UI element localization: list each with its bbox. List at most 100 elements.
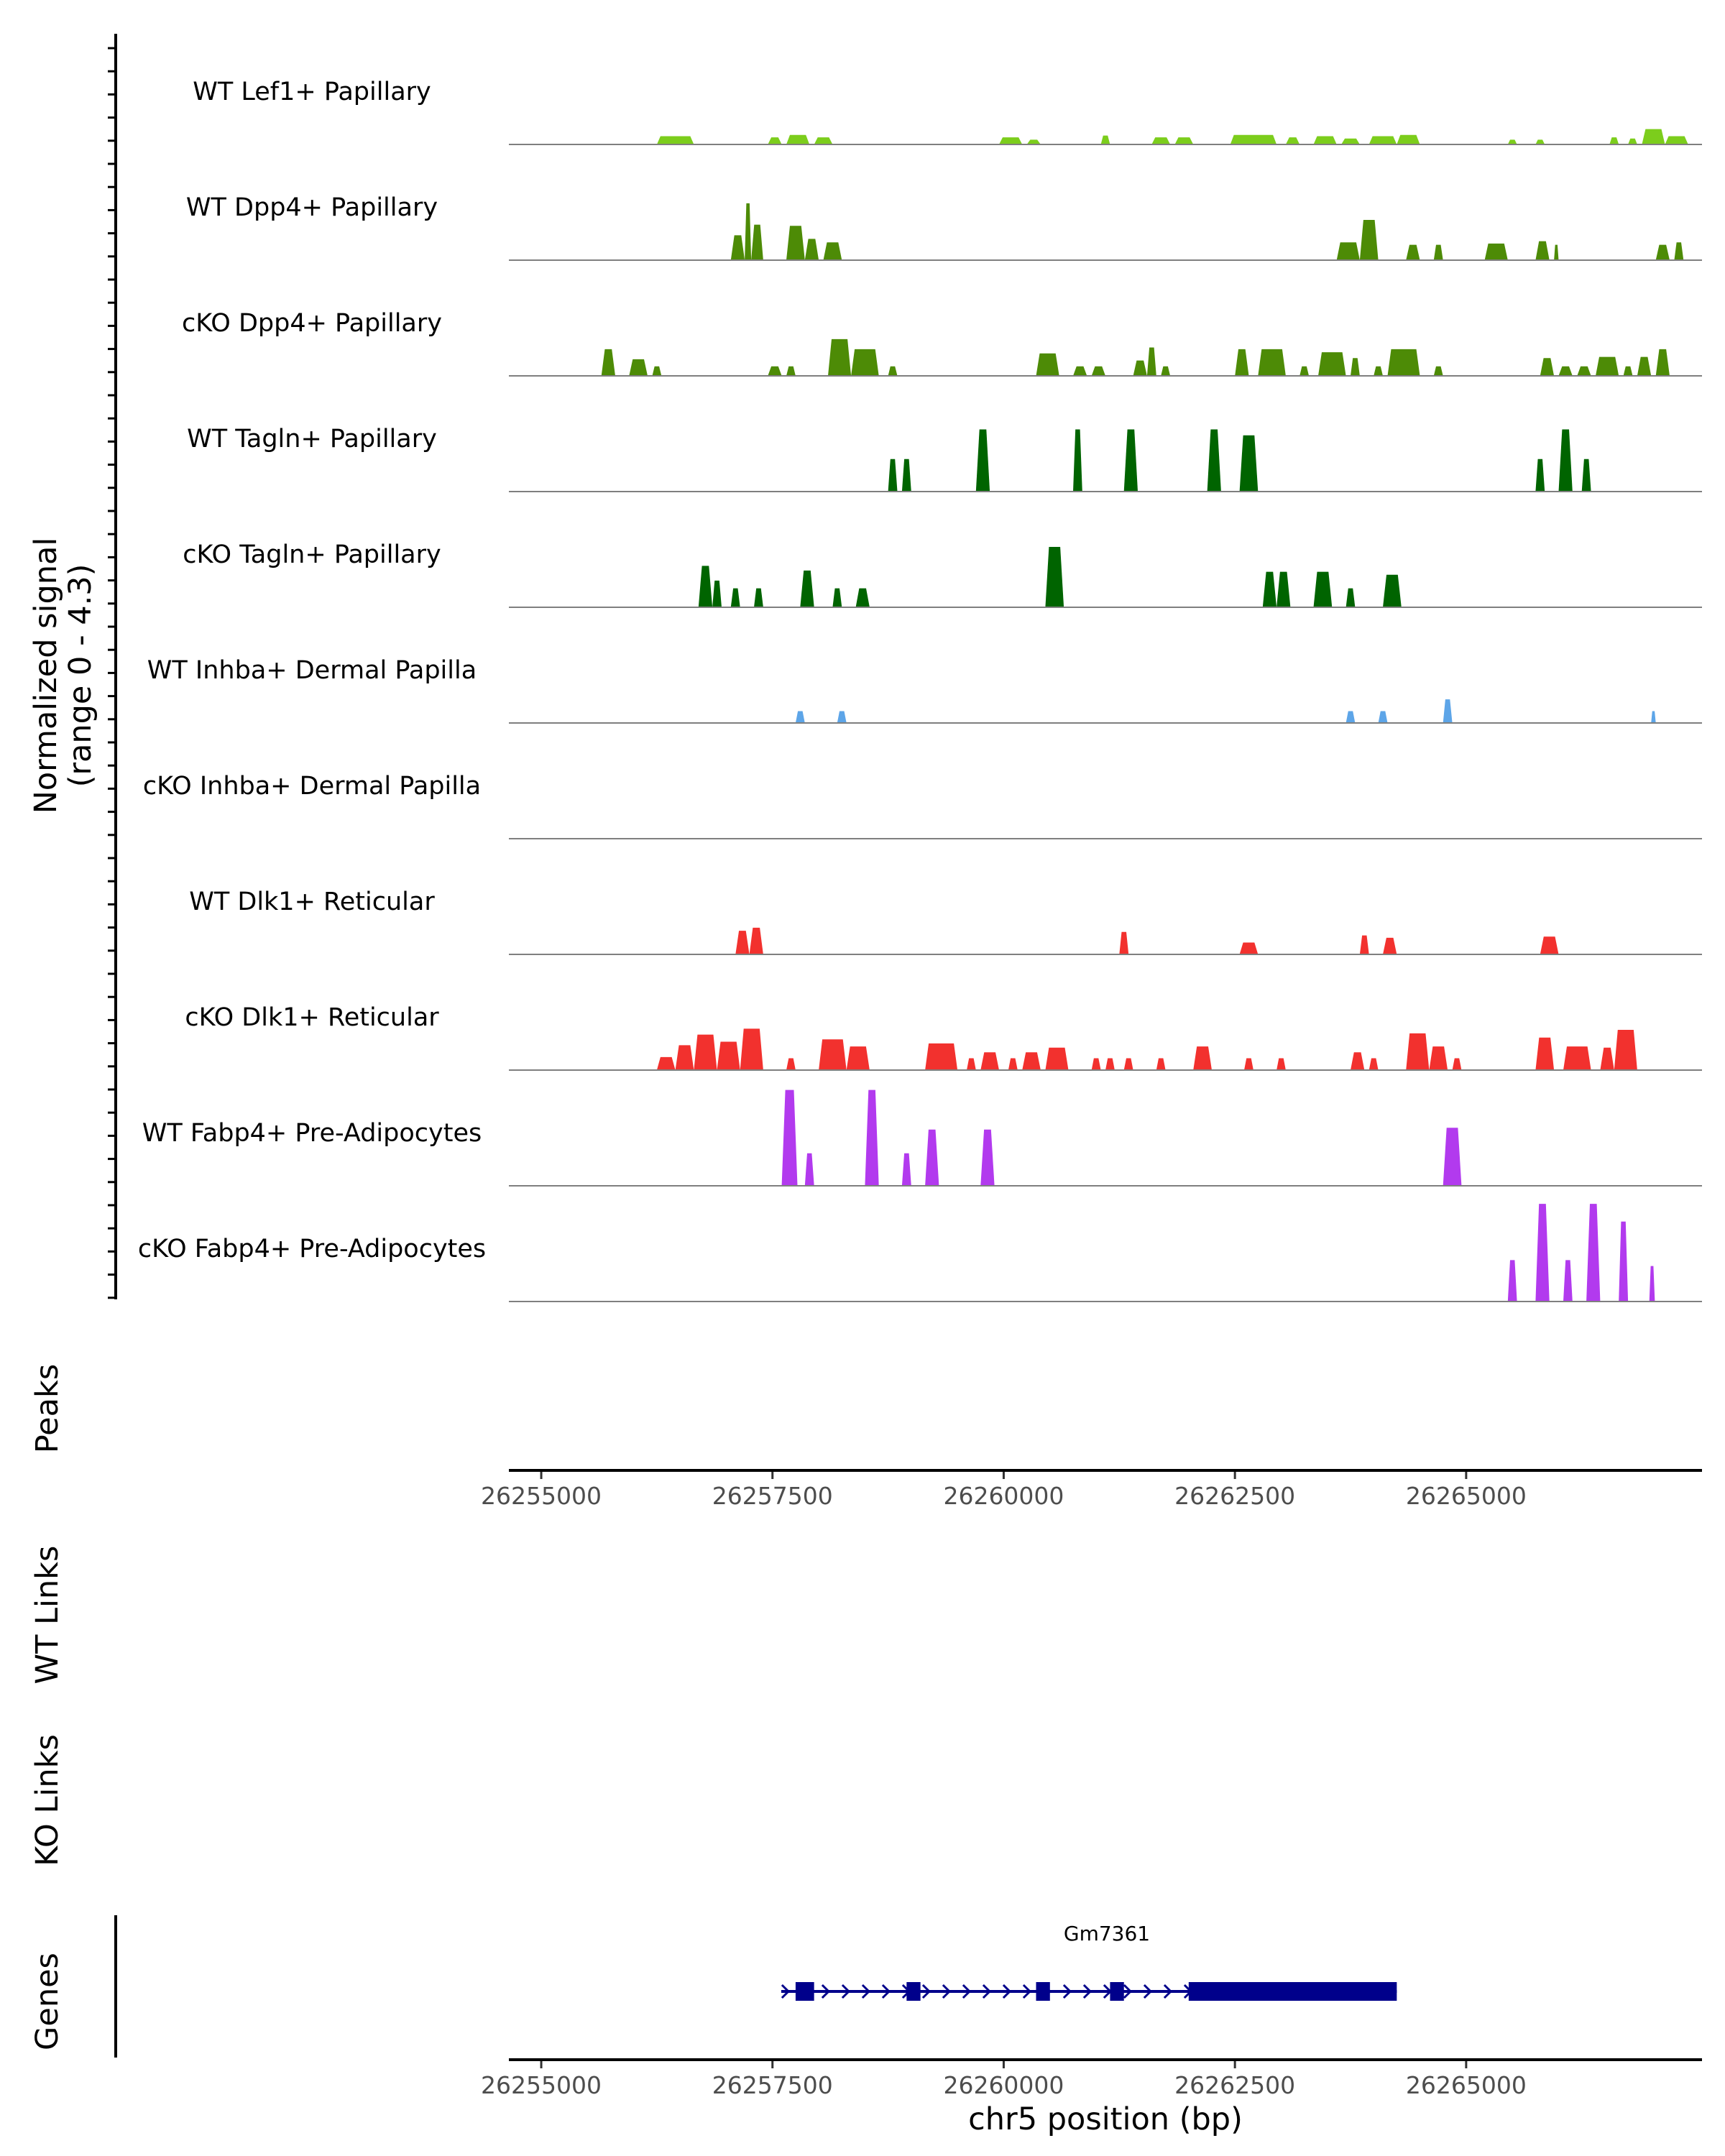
signal-peak — [1554, 244, 1559, 260]
signal-peak — [1008, 1058, 1018, 1070]
track-label: WT Dpp4+ Papillary — [186, 193, 438, 222]
signal-peak — [781, 1089, 798, 1186]
signal-peak — [1105, 1058, 1115, 1070]
signal-peak — [749, 927, 763, 954]
track-label: cKO Fabp4+ Pre-Adipocytes — [138, 1235, 486, 1263]
strand-arrow — [962, 1984, 972, 1999]
signal-peak — [901, 1153, 911, 1186]
signal-peak — [1614, 1030, 1637, 1070]
signal-peak — [1563, 1260, 1573, 1302]
signal-peak — [1535, 139, 1545, 144]
signal-peak — [1406, 1033, 1430, 1070]
track: WT Fabp4+ Pre-Adipocytes — [142, 1089, 1702, 1187]
signal-peak — [967, 1058, 976, 1070]
track-label: cKO Dpp4+ Papillary — [182, 309, 442, 338]
signal-peak — [1151, 137, 1171, 144]
signal-peak — [814, 137, 833, 144]
signal-peak — [754, 588, 763, 607]
signal-peak — [1258, 349, 1286, 376]
signal-peak — [1313, 571, 1333, 607]
gene-exon — [795, 1982, 814, 2001]
track: WT Dlk1+ Reticular — [189, 888, 1702, 955]
genes-panel-label: Genes — [29, 1953, 65, 2050]
signal-peak — [804, 1153, 814, 1186]
signal-peak — [1351, 1052, 1365, 1070]
signal-peak — [786, 134, 810, 144]
signal-peak — [1351, 358, 1360, 376]
signal-peak — [1359, 935, 1369, 954]
signal-peak — [1235, 349, 1249, 376]
y-axis-label-line2: (range 0 - 4.3) — [63, 564, 98, 788]
signal-peak — [823, 242, 842, 260]
track: cKO Dlk1+ Reticular — [185, 1003, 1702, 1071]
gene-name-label: Gm7361 — [1064, 1922, 1150, 1945]
track-label: WT Inhba+ Dermal Papilla — [147, 656, 477, 685]
signal-peak — [1637, 356, 1652, 376]
signal-peak — [999, 137, 1023, 144]
track-label: cKO Inhba+ Dermal Papilla — [143, 772, 481, 801]
signal-peak — [1133, 360, 1147, 376]
track: cKO Tagln+ Papillary — [183, 540, 1702, 608]
signal-peak — [735, 931, 750, 954]
signal-peak — [768, 366, 782, 376]
signal-peak — [1535, 459, 1545, 492]
peaks-panel-label: Peaks — [29, 1364, 65, 1454]
x-tick-label: 26260000 — [943, 1482, 1064, 1510]
signal-peak — [1036, 353, 1059, 376]
signal-peak — [656, 136, 694, 144]
signal-peak — [1586, 1204, 1601, 1302]
signal-peak — [1433, 366, 1443, 376]
signal-peak — [1230, 134, 1277, 144]
strand-arrow — [1082, 1984, 1092, 1999]
signal-peak — [1623, 366, 1633, 376]
signal-peak — [1193, 1046, 1212, 1070]
signal-peak — [1378, 711, 1388, 723]
signal-peak — [1406, 244, 1420, 260]
track: WT Tagln+ Papillary — [187, 425, 1702, 492]
signal-peak — [1073, 429, 1082, 492]
signal-peak — [888, 459, 898, 492]
signal-peak — [925, 1043, 958, 1070]
signal-peak — [1535, 1037, 1555, 1070]
signal-peak — [1073, 366, 1087, 376]
signal-peak — [1443, 1128, 1462, 1186]
x-tick-label: 26265000 — [1406, 2071, 1527, 2099]
gene-exon — [906, 1982, 921, 2001]
signal-peak — [1045, 547, 1064, 607]
signal-peak — [1161, 366, 1171, 376]
x-tick-label: 26262500 — [1174, 2071, 1295, 2099]
signal-peak — [1346, 711, 1356, 723]
signal-peak — [1563, 1046, 1591, 1070]
signal-peak — [888, 366, 898, 376]
signal-peak — [832, 588, 842, 607]
signal-peak — [975, 429, 990, 492]
gene-exon — [1110, 1982, 1124, 2001]
ko-links-panel-label: KO Links — [29, 1734, 65, 1866]
strand-arrow — [821, 1984, 831, 1999]
signal-peak — [1336, 242, 1360, 260]
signal-peak — [1535, 241, 1550, 260]
signal-peak — [1558, 366, 1573, 376]
strand-arrow — [781, 1984, 791, 1999]
signal-peak — [1285, 137, 1300, 144]
signal-peak — [1665, 136, 1688, 144]
strand-arrow — [1002, 1984, 1012, 1999]
x-tick-label: 26257500 — [712, 2071, 833, 2099]
signal-peak — [786, 226, 805, 260]
track: WT Lef1+ Papillary — [193, 78, 1702, 145]
track-label: cKO Dlk1+ Reticular — [185, 1003, 439, 1032]
signal-peak — [851, 349, 879, 376]
signal-peak — [1100, 135, 1110, 144]
signal-peak — [1577, 366, 1591, 376]
signal-peak — [652, 366, 662, 376]
signal-peak — [1452, 1058, 1462, 1070]
x-tick-label: 26255000 — [481, 1482, 602, 1510]
signal-peak — [1026, 139, 1041, 144]
signal-peak — [745, 203, 752, 260]
signal-peak — [1655, 244, 1670, 260]
signal-peak — [1609, 137, 1619, 144]
strand-arrow — [841, 1984, 851, 1999]
signal-peak — [1383, 574, 1402, 607]
strand-arrow — [921, 1984, 932, 1999]
signal-peak — [1262, 571, 1277, 607]
